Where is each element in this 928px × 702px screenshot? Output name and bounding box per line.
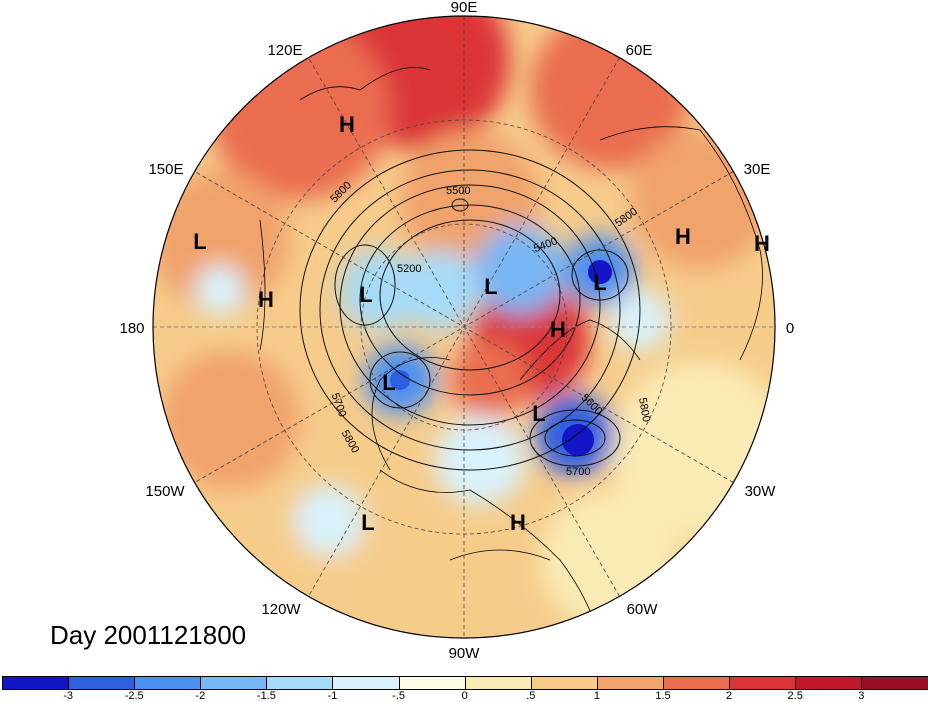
longitude-labels: 90E 60E 30E 0 30W 60W 90W 120W 150W 180 … xyxy=(119,0,794,662)
colorbar-swatch xyxy=(730,677,797,689)
low-center: L xyxy=(532,401,545,426)
colorbar-tick-label: 3 xyxy=(858,690,865,702)
colorbar: -3 -2.5 -2 -1.5 -1 -.5 0 .5 1 1.5 2 2.5 3 xyxy=(0,676,928,702)
colorbar-swatch xyxy=(597,677,664,689)
colorbar-swatch xyxy=(531,677,598,689)
lon-label-180: 180 xyxy=(119,320,144,337)
low-center: L xyxy=(359,282,372,307)
colorbar-swatch xyxy=(69,677,136,689)
lon-label-150W: 150W xyxy=(145,483,185,500)
colorbar-swatch xyxy=(135,677,202,689)
contour-label: 5200 xyxy=(397,263,421,275)
colorbar-tick-label: -1.5 xyxy=(256,690,276,702)
colorbar-swatch xyxy=(465,677,532,689)
colorbar-tick-label: 1 xyxy=(593,690,600,702)
contour-label: 5700 xyxy=(566,466,590,478)
colorbar-tick-label: -3 xyxy=(63,690,73,702)
high-center: H xyxy=(339,112,355,137)
colorbar-tick-label: -1 xyxy=(327,690,338,702)
high-center: H xyxy=(550,317,566,342)
colorbar-tick-label: .5 xyxy=(526,690,536,702)
contour-label: 5500 xyxy=(446,185,470,197)
anomaly-field xyxy=(153,16,775,638)
colorbar-swatch xyxy=(796,677,863,689)
map-border xyxy=(152,15,776,639)
high-center: H xyxy=(675,224,691,249)
high-center: H xyxy=(754,231,770,256)
colorbar-swatch xyxy=(3,677,70,689)
lon-label-30E: 30E xyxy=(744,161,771,178)
low-center: L xyxy=(361,510,374,535)
lon-label-0: 0 xyxy=(786,320,794,337)
coastlines xyxy=(259,67,763,638)
colorbar-tick-label: -.5 xyxy=(392,690,406,702)
colorbar-swatch xyxy=(201,677,268,689)
high-center: H xyxy=(510,510,526,535)
colorbar-tick-label: 2.5 xyxy=(787,690,803,702)
lon-label-120E: 120E xyxy=(267,42,302,59)
colorbar-swatch xyxy=(267,677,334,689)
colorbar-tick-label: 0 xyxy=(461,690,468,702)
polar-map: 90E 60E 30E 0 30W 60W 90W 120W 150W 180 … xyxy=(119,0,794,662)
colorbar-tick-label: 2 xyxy=(726,690,733,702)
colorbar-swatch xyxy=(862,677,928,689)
colorbar-swatch xyxy=(333,677,400,689)
contour-label: 5800 xyxy=(636,397,652,423)
low-center: L xyxy=(593,270,606,295)
pressure-centers: H H H L H L L L H L L L H xyxy=(193,112,770,535)
plot-title: Day 2001121800 xyxy=(50,620,247,650)
low-center: L xyxy=(382,370,395,395)
lon-label-90E: 90E xyxy=(451,0,478,16)
colorbar-tick-label: -2.5 xyxy=(124,690,144,702)
colorbar-tick-label: 1.5 xyxy=(655,690,671,702)
lon-label-120W: 120W xyxy=(261,601,301,618)
lon-label-60W: 60W xyxy=(627,601,659,618)
height-contours xyxy=(299,149,641,471)
high-center: H xyxy=(258,287,274,312)
lon-label-30W: 30W xyxy=(745,483,777,500)
lon-label-150E: 150E xyxy=(148,161,183,178)
lon-label-60E: 60E xyxy=(626,42,653,59)
colorbar-swatch xyxy=(663,677,731,689)
low-center: L xyxy=(193,229,206,254)
lon-label-90W: 90W xyxy=(449,645,481,662)
colorbar-tick-label: -2 xyxy=(195,690,206,702)
low-center: L xyxy=(484,274,497,299)
colorbar-swatch xyxy=(399,677,466,689)
colorbar-boxes xyxy=(2,676,928,690)
